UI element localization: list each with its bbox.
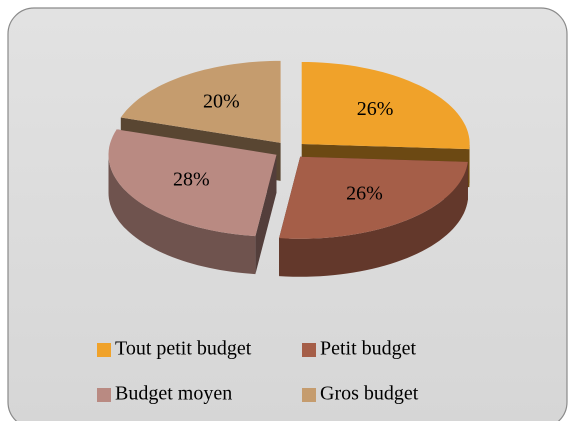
legend-label: Tout petit budget — [115, 338, 252, 360]
pie: 20% 26% 28% 26% — [108, 60, 470, 277]
slice-wall — [279, 161, 468, 277]
slice: 28% — [108, 129, 277, 275]
legend-label: Budget moyen — [115, 383, 232, 405]
legend-swatch — [302, 388, 316, 402]
slice-top — [108, 129, 277, 237]
data-label: 26% — [346, 182, 383, 204]
legend-swatch — [97, 388, 111, 402]
legend-label: Petit budget — [320, 338, 417, 360]
legend-swatch — [97, 343, 111, 357]
slice-top — [301, 62, 470, 150]
legend-label: Gros budget — [320, 383, 419, 405]
legend-swatch — [302, 343, 316, 357]
data-label: 20% — [203, 91, 240, 113]
legend: Tout petit budget Petit budget Budget moye… — [97, 338, 419, 405]
slice-wall — [108, 154, 256, 275]
slice: 26% — [279, 156, 468, 277]
slice-top — [279, 156, 468, 239]
data-label: 28% — [173, 169, 210, 191]
data-label: 26% — [357, 98, 394, 120]
slice-top — [120, 60, 281, 143]
